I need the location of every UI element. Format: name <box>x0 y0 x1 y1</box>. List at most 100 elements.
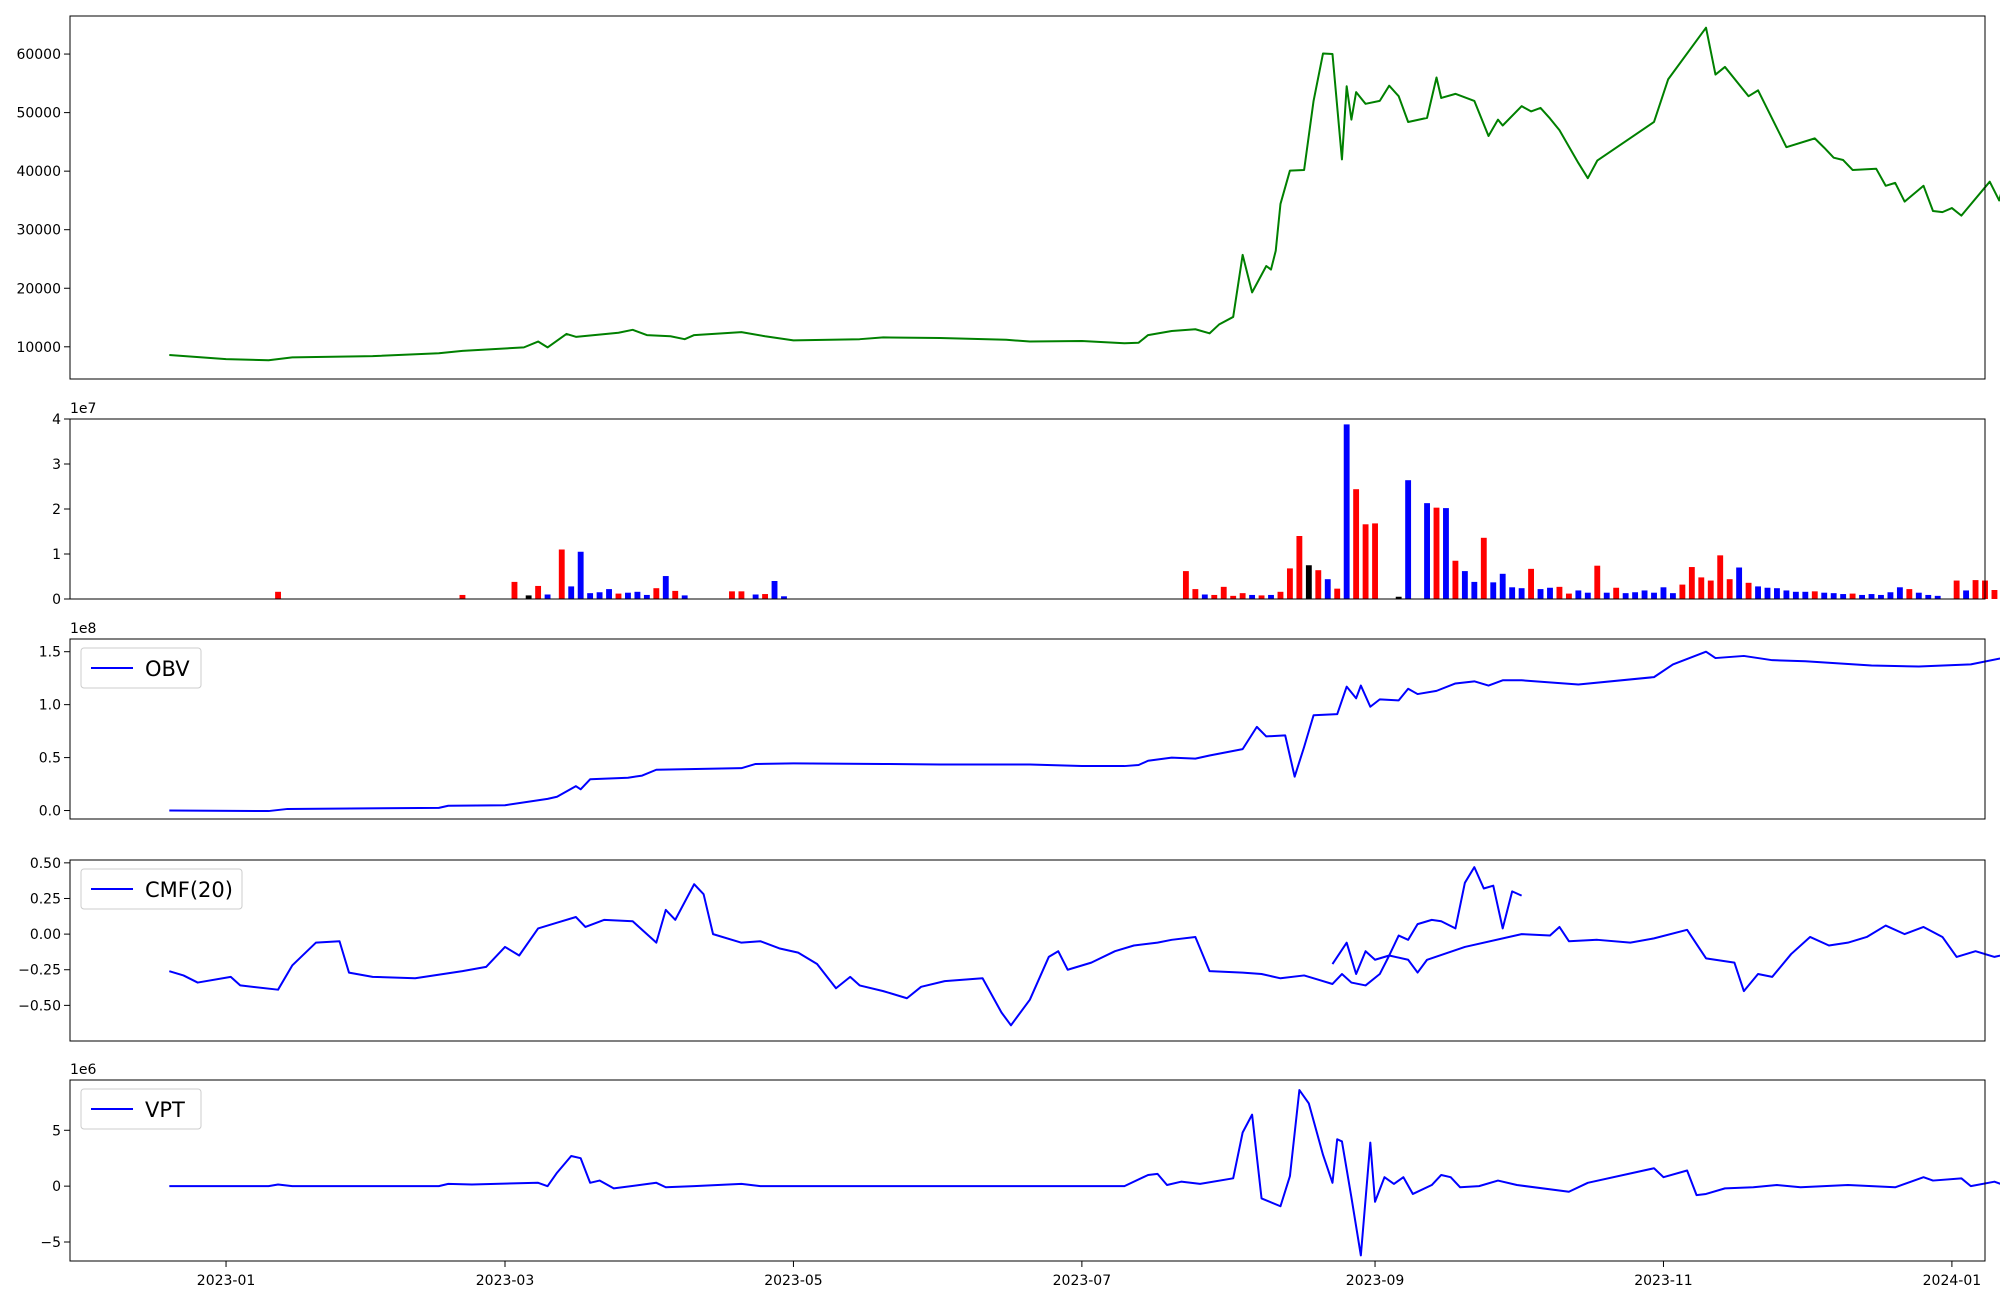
volume-bar-11 <box>606 589 612 599</box>
cmf-y-tick-label: 0.50 <box>30 856 61 872</box>
obv-axes-frame <box>69 638 1986 820</box>
volume-bar-56 <box>1490 582 1497 599</box>
volume-bar-34 <box>1258 595 1265 599</box>
volume-bar-83 <box>1745 582 1752 599</box>
volume-bar-2 <box>511 581 518 599</box>
volume-bar-47 <box>1395 596 1402 599</box>
volume-bar-30 <box>1220 586 1227 599</box>
obv-y-tick-label: 1.0 <box>39 698 61 714</box>
volume-bar-96 <box>1868 594 1875 599</box>
cmf-legend-label: CMF(20) <box>145 878 233 902</box>
volume-bar-78 <box>1698 577 1705 599</box>
obv-y-tick-label: 0.0 <box>39 804 61 820</box>
volume-bar-8 <box>577 551 584 599</box>
volume-bar-46 <box>1372 523 1378 599</box>
volume-bar-35 <box>1268 594 1274 599</box>
volume-bar-44 <box>1353 489 1360 599</box>
volume-y-tick-label: 1 <box>52 547 61 563</box>
volume-bar-58 <box>1509 587 1516 599</box>
volume-bar-42 <box>1334 588 1341 599</box>
volume-bar-48 <box>1405 480 1412 599</box>
volume-bar-12 <box>615 593 622 599</box>
obv-y-tick-label: 1.5 <box>39 645 61 661</box>
volume-axes-frame <box>69 418 1986 600</box>
volume-bar-43 <box>1343 424 1350 599</box>
volume-bar-103 <box>1934 595 1941 599</box>
cmf-y-tick-label: −0.25 <box>18 963 61 979</box>
volume-bar-10 <box>596 592 603 599</box>
cmf-y-tick-label: 0.25 <box>30 891 61 907</box>
price-y-tick-label: 30000 <box>16 223 61 239</box>
volume-bar-40 <box>1315 570 1322 599</box>
volume-bar-97 <box>1878 594 1884 599</box>
volume-bar-27 <box>1192 589 1199 599</box>
price-axes-frame <box>69 15 1986 380</box>
volume-bar-59 <box>1518 588 1525 599</box>
volume-y-tick-label: 0 <box>52 592 61 608</box>
price-y-tick-label: 10000 <box>16 340 61 356</box>
cmf-legend: CMF(20) <box>80 868 243 910</box>
volume-bar-99 <box>1896 587 1903 599</box>
volume-bar-94 <box>1849 593 1856 599</box>
price-series-line <box>169 26 2000 362</box>
x-tick-label: 2023-11 <box>1634 1273 1693 1289</box>
volume-bar-22 <box>752 594 759 599</box>
volume-bar-98 <box>1887 592 1894 599</box>
volume-bar-90 <box>1811 591 1818 599</box>
volume-bar-33 <box>1249 594 1256 599</box>
volume-bar-95 <box>1859 594 1865 599</box>
volume-bar-69 <box>1613 587 1620 599</box>
volume-bar-53 <box>1461 571 1468 599</box>
vpt-y-tick-label: −5 <box>40 1235 61 1251</box>
volume-bar-87 <box>1783 590 1790 599</box>
volume-bar-101 <box>1915 592 1922 599</box>
volume-bar-55 <box>1480 537 1487 599</box>
volume-bar-74 <box>1660 587 1667 599</box>
volume-bar-91 <box>1821 592 1828 599</box>
vpt-axes-frame <box>69 1079 1986 1262</box>
vpt-y-tick-label: 0 <box>52 1179 61 1195</box>
volume-bar-17 <box>662 576 669 599</box>
volume-bar-89 <box>1802 591 1809 599</box>
panel-cmf: −0.50 −0.25 0.00 0.25 0.50 CMF(20) <box>18 856 2000 1042</box>
cmf-y-tick-label: −0.50 <box>18 998 61 1014</box>
volume-bar-16 <box>653 588 660 599</box>
volume-bar-76 <box>1679 584 1686 599</box>
volume-bar-108 <box>1991 590 1998 599</box>
volume-bar-41 <box>1324 579 1331 599</box>
volume-bar-36 <box>1277 591 1284 599</box>
volume-bar-73 <box>1651 592 1657 599</box>
volume-bar-31 <box>1230 595 1237 599</box>
x-tick-label: 2023-05 <box>764 1273 823 1289</box>
volume-bar-51 <box>1443 508 1449 599</box>
vpt-exponent-label: 1e6 <box>70 1062 97 1078</box>
volume-bar-67 <box>1594 565 1601 599</box>
panel-price: 10000 20000 30000 40000 50000 60000 <box>16 15 2000 380</box>
volume-bar-75 <box>1669 593 1676 599</box>
volume-bar-29 <box>1211 594 1218 599</box>
volume-bar-23 <box>762 594 768 599</box>
volume-bar-13 <box>625 592 631 599</box>
volume-bar-86 <box>1774 588 1780 599</box>
obv-y-tick-label: 0.5 <box>39 751 61 767</box>
volume-bar-19 <box>681 595 688 599</box>
vpt-legend: VPT <box>80 1088 202 1130</box>
volume-bar-21 <box>738 591 745 599</box>
price-y-tick-label: 50000 <box>16 106 61 122</box>
volume-bar-50 <box>1433 507 1440 599</box>
volume-bar-72 <box>1641 590 1648 599</box>
volume-bar-82 <box>1736 567 1743 599</box>
price-y-tick-label: 40000 <box>16 164 61 180</box>
volume-bar-66 <box>1584 592 1591 599</box>
cmf-y-tick-label: 0.00 <box>30 927 61 943</box>
volume-bar-39 <box>1305 565 1312 599</box>
volume-bar-88 <box>1792 591 1799 599</box>
volume-bar-37 <box>1286 568 1293 599</box>
volume-bar-65 <box>1575 590 1582 599</box>
volume-bar-68 <box>1603 592 1610 599</box>
volume-bar-60 <box>1528 568 1534 599</box>
vpt-y-tick-label: 5 <box>52 1123 61 1139</box>
panel-obv: 0.0 0.5 1.0 1.5 1e8 OBV <box>39 621 2000 820</box>
panel-vpt: −5 0 5 1e6 VPT 2023-01 2023-03 2023-05 2023-07 20… <box>40 1062 2000 1289</box>
